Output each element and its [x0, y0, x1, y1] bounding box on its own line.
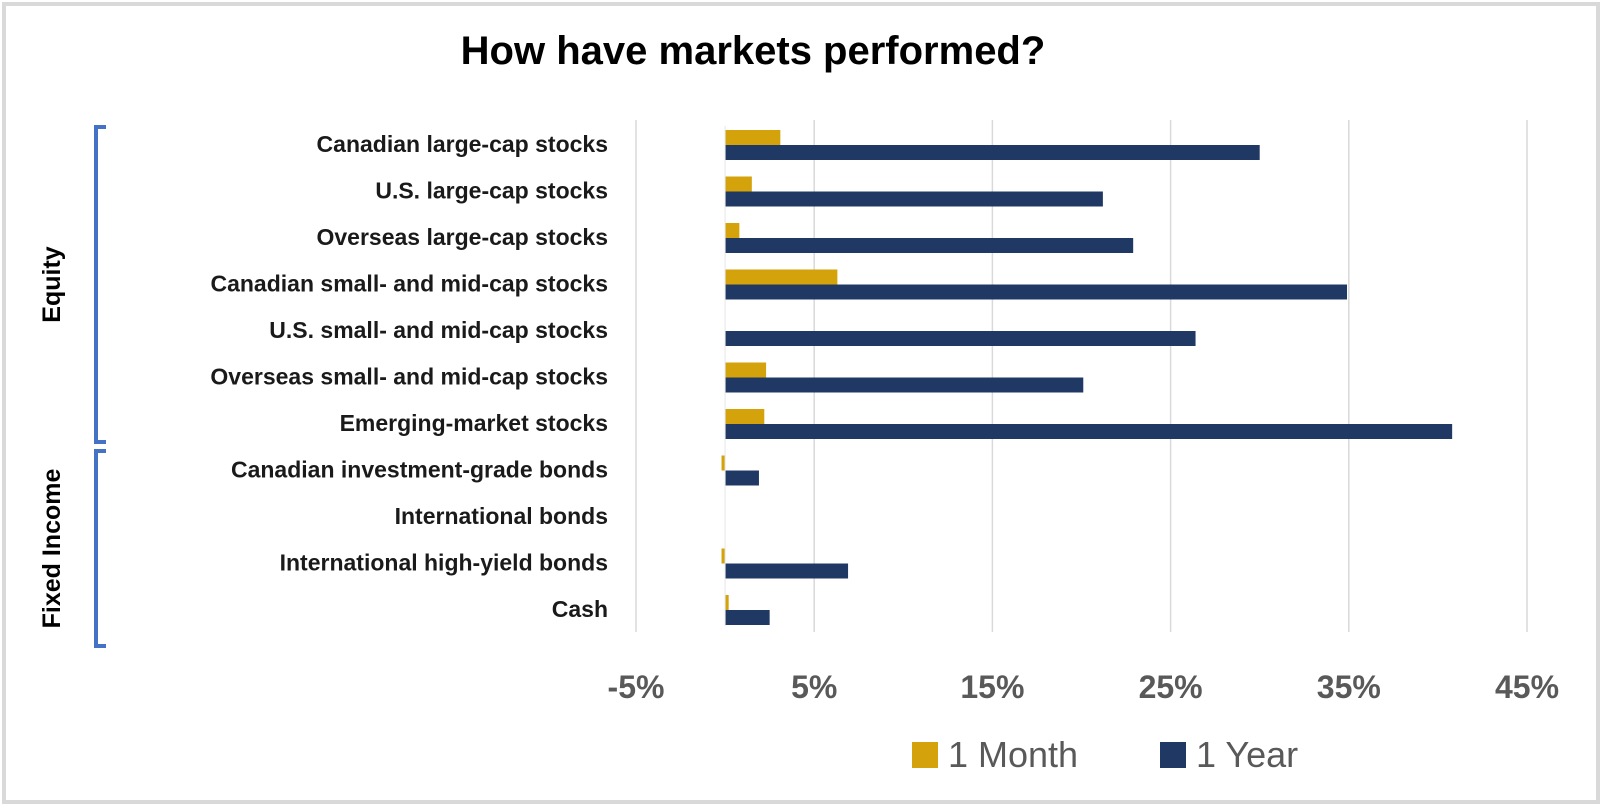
bar-1-month	[721, 455, 726, 471]
bar-1-year	[725, 284, 1348, 300]
bar-1-year	[725, 331, 1196, 346]
category-label: Emerging-market stocks	[340, 410, 608, 436]
category-labels: Canadian large-cap stocks U.S. large-cap …	[210, 131, 608, 622]
bar-1-month	[725, 176, 752, 192]
legend-label: 1 Month	[948, 734, 1078, 775]
group-bracket	[94, 125, 106, 444]
x-tick-label: 45%	[1495, 669, 1559, 705]
bar-1-month	[725, 269, 838, 285]
bars	[721, 126, 1453, 626]
category-label: Canadian investment-grade bonds	[231, 457, 608, 483]
category-label: U.S. large-cap stocks	[375, 178, 608, 204]
x-tick-label: 35%	[1317, 669, 1381, 705]
group-label: Fixed Income	[38, 469, 66, 629]
category-label: U.S. small- and mid-cap stocks	[269, 317, 608, 343]
category-label: Cash	[552, 596, 608, 622]
x-tick-label: 15%	[960, 669, 1024, 705]
bar-1-month	[725, 362, 767, 378]
bar-1-month	[725, 223, 740, 238]
legend-label: 1 Year	[1196, 734, 1298, 775]
group-brackets: Equity Fixed Income	[38, 125, 106, 648]
bar-1-year	[725, 145, 1260, 160]
bar-1-month	[725, 595, 729, 610]
category-label: Overseas small- and mid-cap stocks	[210, 364, 608, 390]
bar-1-year	[725, 191, 1103, 207]
category-label: Canadian small- and mid-cap stocks	[210, 271, 608, 297]
legend-swatch	[912, 742, 938, 768]
group-label: Equity	[38, 246, 66, 322]
bar-1-month	[725, 130, 781, 145]
category-label: International high-yield bonds	[280, 550, 608, 576]
bar-1-month	[725, 409, 765, 424]
bar-1-year	[725, 610, 770, 625]
bar-1-year	[725, 563, 849, 579]
x-tick-label: 25%	[1139, 669, 1203, 705]
bar-1-month	[721, 548, 726, 564]
bar-1-year	[725, 470, 759, 486]
category-label: International bonds	[395, 503, 608, 529]
bar-1-year	[725, 238, 1134, 253]
category-label: Overseas large-cap stocks	[316, 224, 608, 250]
x-tick-label: 5%	[791, 669, 837, 705]
legend-swatch	[1160, 742, 1186, 768]
bar-1-year	[725, 424, 1453, 439]
bar-1-year	[725, 377, 1084, 393]
x-axis-ticks: -5% 5% 15% 25% 35% 45%	[608, 669, 1559, 705]
x-tick-label: -5%	[608, 669, 665, 705]
legend: 1 Month 1 Year	[912, 734, 1298, 775]
group-bracket	[94, 449, 106, 648]
chart-title: How have markets performed?	[461, 29, 1046, 73]
category-label: Canadian large-cap stocks	[317, 131, 608, 157]
